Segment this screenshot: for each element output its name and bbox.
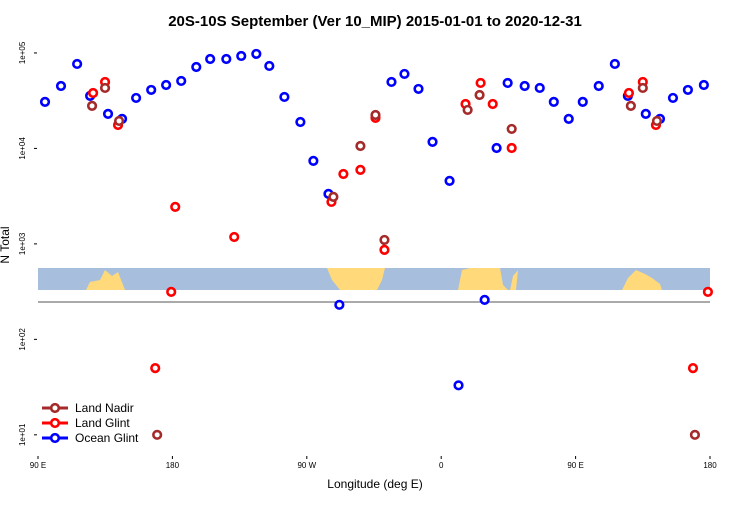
point xyxy=(413,83,424,95)
point xyxy=(55,80,67,92)
point xyxy=(479,294,490,305)
point xyxy=(308,155,319,167)
point xyxy=(236,50,247,62)
point xyxy=(506,123,517,135)
point xyxy=(86,100,98,111)
point xyxy=(334,299,345,310)
point xyxy=(170,201,181,213)
point xyxy=(355,164,366,175)
point xyxy=(399,68,410,80)
point xyxy=(609,58,620,70)
legend-marker xyxy=(49,417,61,429)
x-axis-label: Longitude (deg E) xyxy=(327,477,422,491)
point xyxy=(176,75,187,87)
point xyxy=(453,380,464,391)
y-tick-label: 1e+01 xyxy=(18,423,27,446)
point xyxy=(161,79,172,91)
legend-label: Land Glint xyxy=(75,416,130,430)
point xyxy=(279,91,290,103)
point xyxy=(625,100,636,111)
point xyxy=(102,108,114,119)
point xyxy=(386,76,397,88)
map-strip xyxy=(38,268,710,290)
point xyxy=(99,82,111,94)
x-tick-label: 90 E xyxy=(30,461,46,470)
point xyxy=(651,115,663,127)
point xyxy=(491,142,502,154)
y-tick-label: 1e+02 xyxy=(18,328,27,351)
y-tick-label: 1e+05 xyxy=(18,41,27,64)
point xyxy=(637,82,648,94)
point xyxy=(444,175,455,186)
point xyxy=(462,104,473,116)
point xyxy=(370,109,381,121)
legend-label: Land Nadir xyxy=(75,401,134,415)
point xyxy=(328,191,339,202)
x-tick-label: 90 E xyxy=(567,461,583,470)
point xyxy=(39,96,51,108)
point xyxy=(427,136,438,148)
point xyxy=(205,53,216,65)
point xyxy=(502,77,513,89)
point xyxy=(534,82,545,94)
point xyxy=(152,429,163,440)
point xyxy=(640,108,651,119)
y-axis-label: N Total xyxy=(0,226,12,263)
point xyxy=(487,98,498,110)
point xyxy=(355,140,366,152)
point xyxy=(221,53,232,65)
point xyxy=(474,89,485,101)
x-tick-label: 180 xyxy=(703,461,717,470)
point xyxy=(698,79,709,91)
point xyxy=(563,113,574,124)
point xyxy=(295,116,306,128)
point xyxy=(623,87,635,99)
point xyxy=(264,60,275,72)
point xyxy=(88,87,99,99)
point xyxy=(229,231,240,243)
point xyxy=(475,77,486,89)
point xyxy=(72,58,83,70)
legend-marker xyxy=(49,402,61,414)
point xyxy=(593,80,604,92)
point xyxy=(251,48,262,60)
point xyxy=(689,429,701,440)
point xyxy=(131,92,142,104)
point xyxy=(150,362,161,374)
point xyxy=(379,234,390,246)
point xyxy=(548,96,559,108)
point xyxy=(682,84,693,96)
point xyxy=(379,244,390,255)
x-tick-label: 90 W xyxy=(297,461,316,470)
legend-label: Ocean Glint xyxy=(75,431,139,445)
point xyxy=(166,286,177,298)
legend-marker xyxy=(49,432,61,444)
x-tick-label: 180 xyxy=(166,461,180,470)
point xyxy=(506,142,517,154)
point xyxy=(146,84,157,96)
point xyxy=(113,115,125,127)
point xyxy=(519,80,530,92)
y-tick-label: 1e+04 xyxy=(18,137,27,160)
x-tick-label: 0 xyxy=(439,461,444,470)
point xyxy=(577,96,588,108)
point xyxy=(702,286,714,298)
point xyxy=(338,168,349,180)
chart-title: 20S-10S September (Ver 10_MIP) 2015-01-0… xyxy=(168,13,582,30)
point xyxy=(191,61,202,73)
point xyxy=(687,362,699,374)
y-tick-label: 1e+03 xyxy=(18,232,27,255)
point xyxy=(667,92,679,104)
